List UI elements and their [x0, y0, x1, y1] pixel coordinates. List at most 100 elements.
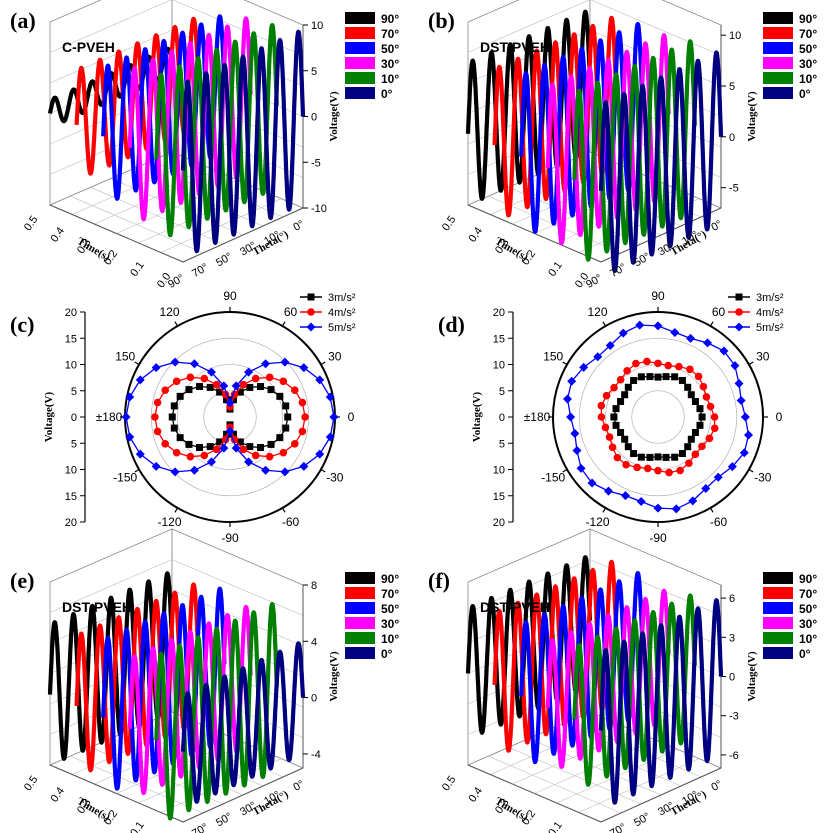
marker-3m/s²	[678, 450, 686, 458]
marker-5m/s²	[225, 426, 235, 436]
marker-3m/s²	[282, 402, 290, 410]
angle-tick-mark	[281, 507, 286, 513]
polar-series-3m/s²	[171, 385, 289, 449]
marker-5m/s²	[730, 361, 740, 371]
marker-3m/s²	[284, 413, 292, 421]
marker-3m/s²	[610, 413, 618, 421]
waveform-70°	[74, 582, 201, 773]
voltage-tick-label: 0	[311, 693, 317, 705]
marker-3m/s²	[257, 382, 265, 390]
voltage-axis-label: Voltage(V)	[746, 91, 758, 142]
marker-4m/s²	[706, 402, 715, 411]
radial-tick-label: 15	[65, 333, 77, 345]
legend: 90°70°50°30°10°0°	[345, 12, 399, 101]
theta-tick-label: 70°	[608, 821, 628, 833]
marker-4m/s²	[675, 362, 683, 371]
marker-3m/s²	[621, 391, 629, 399]
marker-4m/s²	[710, 424, 719, 433]
panel-label: (a)	[10, 8, 36, 33]
theta-axis-line	[182, 767, 304, 823]
angle-label: 120	[587, 305, 607, 319]
waveform-70°	[492, 15, 619, 218]
marker-4m/s²	[279, 448, 288, 457]
legend-marker-5m/s²	[734, 322, 744, 332]
marker-4m/s²	[291, 440, 299, 448]
angle-label: -120	[585, 515, 609, 529]
panel-title: DST-PVEH	[480, 39, 550, 55]
marker-5m/s²	[620, 491, 630, 501]
legend-label-30°: 30°	[799, 617, 817, 631]
angle-label: -30	[326, 471, 344, 485]
waveform-90°	[465, 9, 593, 201]
wall-grid-line	[467, 0, 590, 53]
marker-5m/s²	[736, 395, 746, 405]
angle-label: -60	[282, 515, 300, 529]
marker-3m/s²	[671, 453, 679, 461]
marker-5m/s²	[170, 467, 180, 477]
marker-4m/s²	[605, 433, 614, 441]
marker-3m/s²	[246, 443, 254, 451]
angle-tick-mark	[281, 321, 286, 327]
marker-3m/s²	[176, 434, 184, 442]
marker-5m/s²	[189, 359, 199, 369]
angle-label: 150	[543, 350, 563, 364]
marker-3m/s²	[216, 438, 224, 446]
marker-5m/s²	[219, 381, 229, 391]
marker-4m/s²	[212, 380, 221, 389]
legend-swatch-10°	[345, 632, 375, 644]
time-tick-label: 0.5	[440, 214, 459, 233]
theta-tick-label: 50°	[214, 811, 234, 830]
voltage-tick-label: 10	[311, 20, 323, 32]
waveform-70°	[74, 16, 201, 176]
legend-swatch-70°	[345, 27, 375, 39]
marker-5m/s²	[686, 333, 696, 343]
legend-marker-4m/s²	[735, 308, 743, 316]
marker-4m/s²	[161, 386, 169, 394]
marker-3m/s²	[223, 396, 231, 404]
marker-4m/s²	[710, 413, 719, 421]
voltage-tick-label: 8	[311, 580, 317, 592]
angle-tick-mark	[562, 468, 568, 473]
marker-5m/s²	[121, 412, 131, 422]
marker-4m/s²	[186, 452, 195, 461]
legend-label-70°: 70°	[799, 587, 817, 601]
marker-3m/s²	[229, 430, 237, 438]
radial-tick-label: 0	[499, 412, 505, 424]
voltage-axis-label: Voltage(V)	[746, 651, 758, 702]
waveform-0°	[598, 598, 724, 805]
waveform-50°	[519, 571, 645, 765]
theta-tick-label: 0°	[709, 778, 724, 794]
legend-label-0°: 0°	[799, 87, 811, 101]
legend-label-30°: 30°	[381, 57, 399, 71]
wall-grid-line	[49, 559, 173, 613]
radial-tick-label: 5	[499, 386, 505, 398]
panel-label: (d)	[438, 312, 465, 337]
marker-3m/s²	[276, 392, 284, 400]
panel-label: (b)	[428, 8, 455, 33]
voltage-tick-label: 10	[729, 30, 741, 42]
marker-3m/s²	[185, 440, 193, 448]
waveform-0°	[180, 29, 306, 254]
marker-5m/s²	[189, 465, 199, 475]
time-axis-line	[49, 764, 184, 823]
marker-5m/s²	[329, 412, 339, 422]
angle-label: 0	[776, 410, 783, 424]
marker-3m/s²	[698, 413, 706, 421]
marker-3m/s²	[267, 440, 275, 448]
marker-5m/s²	[567, 376, 577, 386]
marker-3m/s²	[621, 435, 629, 443]
marker-4m/s²	[186, 373, 195, 382]
voltage-tick-label: 0	[729, 672, 735, 684]
angle-label: -90	[221, 531, 239, 545]
angle-tick-mark	[320, 468, 326, 473]
waveform-30°	[127, 604, 253, 796]
marker-5m/s²	[562, 394, 572, 404]
marker-5m/s²	[576, 463, 586, 473]
marker-5m/s²	[299, 363, 309, 373]
legend-label-4m/s²: 4m/s²	[328, 307, 356, 319]
radial-tick-label: 10	[493, 360, 505, 372]
legend-swatch-70°	[763, 587, 793, 599]
marker-5m/s²	[653, 503, 663, 513]
marker-4m/s²	[664, 361, 673, 370]
legend-swatch-30°	[763, 57, 793, 69]
